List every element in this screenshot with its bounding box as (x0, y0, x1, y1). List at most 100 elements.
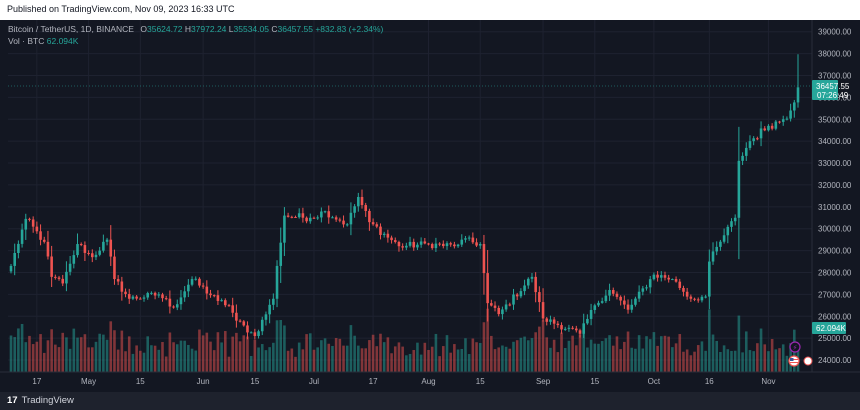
volume-bar (586, 347, 589, 372)
volume-bar (235, 332, 238, 372)
volume-bar (364, 348, 367, 372)
price-tick-label: 39000.00 (818, 28, 852, 37)
symbol-label[interactable]: Bitcoin / TetherUS, 1D, BINANCE (8, 24, 134, 34)
candle-body (331, 217, 334, 219)
candle-body (611, 290, 615, 294)
volume-bar (405, 355, 408, 372)
volume-bar (65, 337, 68, 372)
volume-bar (453, 344, 456, 372)
candle-body (183, 291, 186, 298)
volume-bar (682, 351, 685, 372)
volume-bar (205, 332, 209, 372)
volume-value: 62.094K (46, 36, 79, 46)
candle-body (264, 314, 268, 320)
candle-body (57, 277, 61, 279)
flag-icon-us-secondary[interactable] (803, 356, 813, 366)
event-marker-lightning-icon[interactable]: ⚡ (789, 341, 801, 353)
volume-bar (715, 340, 719, 372)
candle-body (475, 242, 478, 246)
candle-body (168, 298, 172, 307)
volume-bar (763, 344, 767, 372)
candle-body (316, 217, 319, 219)
flag-icon-us[interactable] (788, 355, 800, 367)
candle-body (231, 305, 234, 313)
price-chart[interactable]: 39000.0038000.0037000.0036000.0035000.00… (0, 20, 860, 390)
volume-bar (582, 330, 585, 372)
candle-body (153, 292, 157, 296)
volume-bar (209, 341, 212, 372)
candle-body (28, 218, 31, 220)
tradingview-logo[interactable]: 17 TradingView (7, 395, 74, 406)
candle-body (534, 276, 537, 293)
volume-bar (730, 350, 733, 372)
volume-bar (741, 352, 744, 372)
candle-body (360, 196, 364, 206)
candle-body (789, 110, 792, 119)
volume-bar (748, 350, 752, 372)
volume-bar (131, 353, 135, 372)
price-tick-label: 25000.00 (818, 334, 852, 343)
candle-body (752, 138, 755, 142)
candle-body (412, 241, 416, 248)
publish-text: Published on TradingView.com, Nov 09, 20… (7, 4, 235, 14)
candle-body (353, 206, 356, 213)
high-value: 37972.24 (190, 24, 227, 34)
candle-body (634, 298, 637, 305)
candle-body (79, 244, 83, 246)
candle-body (730, 221, 733, 227)
volume-bar (467, 354, 471, 372)
volume-bar (13, 337, 16, 372)
candle-body (190, 279, 194, 285)
time-tick-label: 15 (250, 377, 259, 386)
volume-bar (674, 343, 678, 372)
volume-bar (79, 337, 83, 372)
volume-bar (667, 336, 670, 372)
candle-body (42, 239, 46, 242)
volume-bar (54, 344, 57, 372)
price-tick-label: 37000.00 (818, 71, 852, 80)
candle-body (294, 217, 297, 219)
candle-body (98, 250, 101, 255)
volume-bar (419, 354, 423, 372)
volume-bar (28, 335, 31, 372)
volume-bar (212, 350, 216, 372)
volume-bar (767, 351, 770, 372)
volume-bar (349, 325, 353, 372)
volume-bar (526, 340, 530, 372)
volume-bar (567, 340, 571, 372)
volume-bar (120, 330, 124, 372)
volume-bar (530, 338, 534, 372)
candle-body (445, 243, 449, 247)
candle-body (659, 275, 663, 278)
svg-text:⚡: ⚡ (793, 344, 798, 352)
candle-body (342, 220, 345, 225)
candle-body (272, 298, 275, 305)
high-label: H (184, 24, 191, 34)
candle-body (105, 239, 109, 242)
candle-body (578, 330, 582, 334)
volume-bar (652, 332, 656, 372)
candle-body (371, 222, 375, 225)
candle-body (423, 241, 427, 244)
candle-body (785, 118, 789, 120)
candle-body (726, 226, 730, 236)
volume-bar (504, 346, 508, 372)
candle-body (560, 325, 563, 330)
volume-bar (175, 344, 179, 372)
volume-bar (648, 339, 652, 372)
candle-body (778, 121, 781, 123)
volume-bar (785, 355, 789, 372)
candle-body (13, 252, 16, 266)
volume-label[interactable]: Vol · BTC (8, 36, 45, 46)
volume-bar (46, 340, 50, 372)
volume-bar (427, 349, 430, 372)
candle-body (767, 125, 770, 131)
time-axis: 17 May 15 Jun 15 Jul 17 Aug 15 Sep 15 Oct 16 Nov (32, 377, 775, 386)
open-value: 35624.72 (146, 24, 183, 34)
volume-bar (460, 348, 464, 372)
volume-bar (534, 332, 537, 372)
candle-body (308, 217, 312, 222)
volume-bar (438, 356, 441, 372)
candle-body (523, 285, 526, 292)
volume-bar (726, 349, 730, 372)
